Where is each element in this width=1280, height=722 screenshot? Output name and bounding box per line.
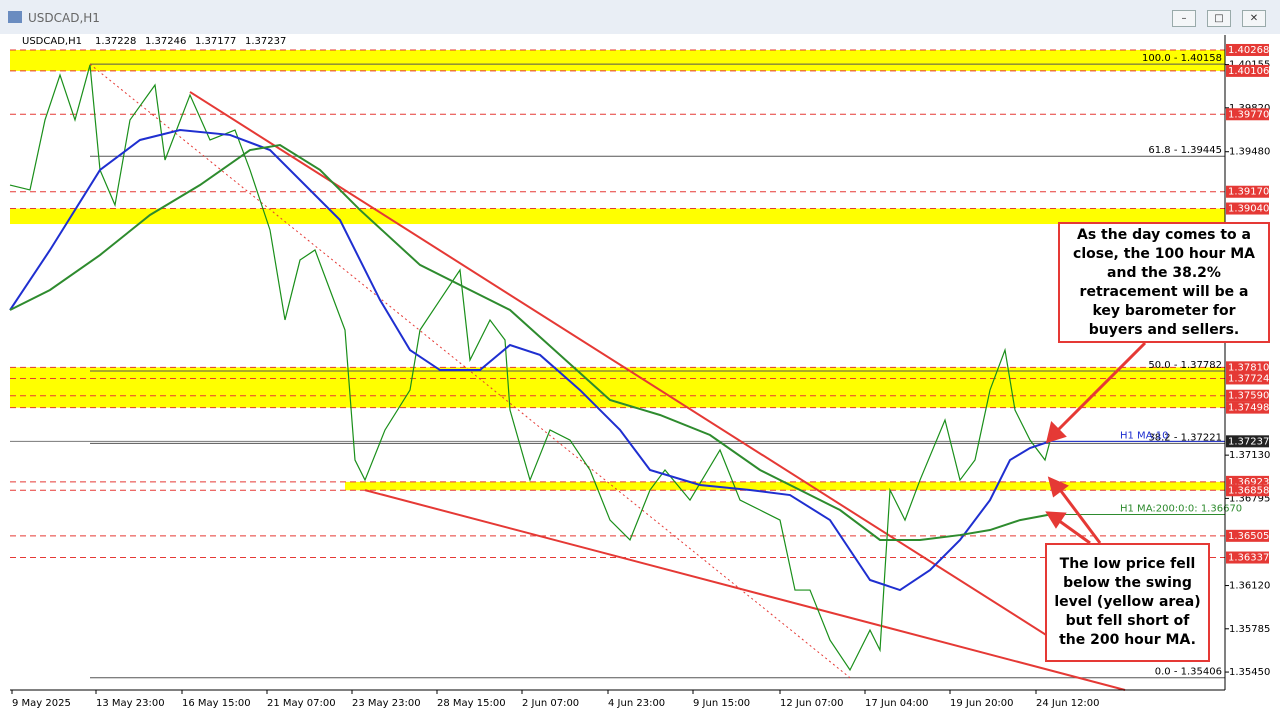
- chart-symbol: USDCAD,H1: [22, 36, 82, 47]
- level-label: 1.39040: [1228, 204, 1269, 215]
- y-tick-label: 1.36795: [1229, 493, 1270, 504]
- y-tick-label: 1.35785: [1229, 624, 1270, 635]
- arrow-head: [1045, 511, 1067, 529]
- level-label: 1.37724: [1228, 373, 1269, 384]
- ma-label: H1 MA:10: [1120, 430, 1168, 441]
- level-label: 1.36337: [1228, 553, 1269, 564]
- fib-label: 0.0 - 1.35406: [1155, 667, 1222, 678]
- yellow-zone: [345, 481, 1225, 491]
- ohlc-value: 1.37246: [145, 36, 186, 47]
- x-tick-label: 21 May 07:00: [267, 698, 336, 709]
- level-label: 1.36505: [1228, 531, 1269, 542]
- arrows: [1045, 341, 1147, 545]
- level-label: 1.39170: [1228, 187, 1269, 198]
- level-label: 1.37810: [1228, 362, 1269, 373]
- x-tick-label: 9 May 2025: [12, 698, 71, 709]
- level-label-box: [1226, 43, 1269, 56]
- level-label-box: [1226, 64, 1269, 77]
- level-label: 1.39770: [1228, 109, 1269, 120]
- x-tick-label: 19 Jun 20:00: [950, 698, 1014, 709]
- x-tick-label: 9 Jun 15:00: [693, 698, 750, 709]
- current-price-label: 1.37237: [1228, 436, 1269, 447]
- annotation: As the day comes to a close, the 100 hou…: [1058, 222, 1270, 343]
- level-label-box: [1226, 484, 1269, 497]
- level-label-box: [1226, 185, 1269, 198]
- arrow-head: [1045, 421, 1067, 444]
- x-tick-label: 12 Jun 07:00: [780, 698, 844, 709]
- y-tick-label: 1.35450: [1229, 667, 1270, 678]
- fib-label: 61.8 - 1.39445: [1148, 145, 1222, 156]
- current-price-box: [1226, 435, 1269, 448]
- fib-label: 38.2 - 1.37221: [1148, 432, 1222, 443]
- x-tick-label: 13 May 23:00: [96, 698, 165, 709]
- ma-label: H1 MA:200:0:0: 1.36670: [1120, 504, 1242, 515]
- level-label-box: [1226, 108, 1269, 121]
- level-label: 1.36923: [1228, 477, 1269, 488]
- y-tick-label: 1.37130: [1229, 450, 1270, 461]
- level-label-box: [1226, 202, 1269, 215]
- price-line: [9, 64, 1051, 672]
- y-tick-label: 1.36120: [1229, 581, 1270, 592]
- arrow: [1053, 341, 1147, 435]
- level-label-box: [1226, 401, 1269, 414]
- arrow: [1056, 486, 1102, 544]
- level-label: 1.40268: [1228, 45, 1269, 56]
- level-label: 1.40106: [1228, 66, 1269, 77]
- trendline: [364, 489, 1126, 691]
- x-tick-label: 16 May 15:00: [182, 698, 251, 709]
- x-tick-label: 23 May 23:00: [352, 698, 421, 709]
- arrow-head: [1047, 476, 1069, 498]
- level-label-box: [1226, 529, 1269, 542]
- level-label-box: [1226, 372, 1269, 385]
- x-tick-label: 4 Jun 23:00: [608, 698, 665, 709]
- maximize-button[interactable]: □: [1207, 10, 1231, 27]
- window-icon: [8, 11, 22, 23]
- level-label-box: [1226, 551, 1269, 564]
- ohlc-value: 1.37237: [245, 36, 286, 47]
- x-tick-label: 24 Jun 12:00: [1036, 698, 1100, 709]
- level-label: 1.36858: [1228, 485, 1269, 496]
- minimize-button[interactable]: –: [1172, 10, 1196, 27]
- fib-label: 100.0 - 1.40158: [1142, 53, 1222, 64]
- yellow-zone: [10, 49, 1225, 71]
- window-bar: USDCAD,H1 – □ ✕: [0, 0, 1280, 35]
- close-button[interactable]: ✕: [1242, 10, 1266, 27]
- yellow-zone: [10, 208, 1225, 225]
- trendline: [189, 91, 1071, 651]
- y-tick-label: 1.39480: [1229, 147, 1270, 158]
- fib-label: 50.0 - 1.37782: [1148, 360, 1222, 371]
- annotation: The low price fell below the swing level…: [1045, 543, 1210, 662]
- window-title: USDCAD,H1: [28, 11, 100, 25]
- x-tick-label: 17 Jun 04:00: [865, 698, 929, 709]
- moving-average: [9, 129, 1051, 592]
- yellow-zone: [10, 367, 1225, 408]
- x-tick-label: 28 May 15:00: [437, 698, 506, 709]
- moving-average: [9, 143, 1051, 541]
- level-label: 1.37498: [1228, 403, 1269, 414]
- level-label: 1.37590: [1228, 391, 1269, 402]
- ohlc-value: 1.37228: [95, 36, 136, 47]
- x-tick-label: 2 Jun 07:00: [522, 698, 579, 709]
- arrow: [1057, 518, 1091, 545]
- level-label-box: [1226, 361, 1269, 374]
- level-label-box: [1226, 389, 1269, 402]
- ohlc-value: 1.37177: [195, 36, 236, 47]
